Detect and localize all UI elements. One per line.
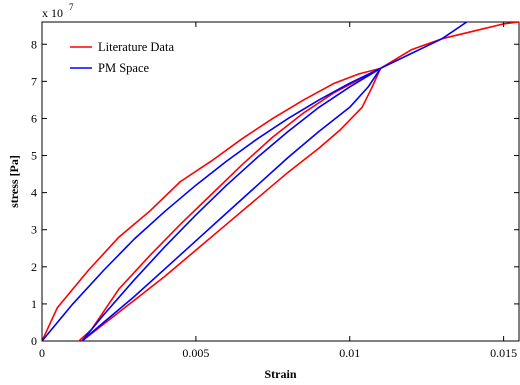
plot-frame (41, 21, 520, 342)
y-tick-label: 1 (31, 297, 37, 311)
y-multiplier-exponent: 7 (69, 2, 74, 12)
series-layer (42, 22, 519, 341)
series-line-pm-space-1 (42, 22, 468, 341)
x-axis-ticks: 0 0.005 0.01 0.015 (39, 22, 517, 360)
y-multiplier-base: x 10 (42, 6, 63, 20)
y-axis-ticks: 0 1 2 3 4 5 6 7 8 (31, 37, 519, 348)
series-line-literature-data-2 (78, 67, 382, 341)
y-axis-label: stress [Pa] (7, 155, 21, 208)
x-tick-label: 0.005 (182, 346, 209, 360)
x-tick-label: 0 (39, 346, 45, 360)
x-tick-label: 0.01 (339, 346, 360, 360)
y-tick-label: 6 (31, 111, 37, 125)
y-tick-label: 7 (31, 74, 37, 88)
series-line-pm-space-3 (81, 67, 382, 341)
y-axis-multiplier: x 10 7 (42, 2, 74, 20)
x-axis-label: Strain (264, 367, 296, 381)
y-tick-label: 5 (31, 149, 37, 163)
y-tick-label: 8 (31, 37, 37, 51)
y-tick-label: 4 (31, 186, 37, 200)
y-tick-label: 0 (31, 334, 37, 348)
y-tick-label: 3 (31, 223, 37, 237)
x-tick-label: 0.015 (490, 346, 517, 360)
legend-label-literature-data: Literature Data (98, 40, 174, 54)
series-line-literature-data-1 (42, 67, 382, 341)
legend: Literature Data PM Space (70, 40, 174, 75)
plot-area: 0 0.005 0.01 0.015 0 1 2 3 4 5 6 7 8 (31, 21, 520, 360)
y-tick-label: 2 (31, 260, 37, 274)
legend-label-pm-space: PM Space (98, 61, 149, 75)
series-line-pm-space-2 (81, 67, 382, 341)
